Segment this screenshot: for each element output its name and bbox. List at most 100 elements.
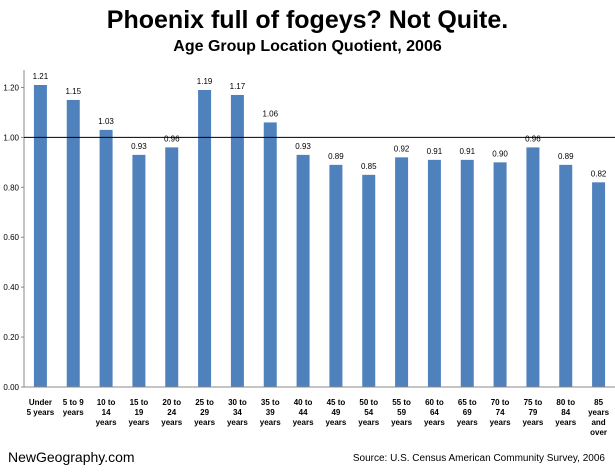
x-category-label-line: 35 to	[261, 398, 280, 407]
x-category-label-line: years	[260, 418, 281, 427]
x-category-label: 20 to 24 years	[161, 398, 182, 427]
x-category-label-line: 5 to 9	[63, 398, 84, 407]
x-category-label-line: years	[293, 418, 314, 427]
x-category-label-line: years	[63, 408, 84, 417]
bar	[296, 154, 310, 387]
bar-value-label: 0.85	[361, 162, 377, 171]
x-category-label-line: 45 to	[327, 398, 346, 407]
brand-label: NewGeography.com	[8, 449, 135, 465]
x-category-label: 65 to 69 years	[457, 398, 478, 427]
bar-value-label: 1.06	[262, 109, 278, 118]
bar	[263, 122, 277, 387]
x-category-label-line: 69	[463, 408, 472, 417]
x-category-label: 5 to 9 years	[63, 398, 84, 417]
x-category-label: 50 to 54 years	[358, 398, 379, 427]
x-category-label-line: 59	[397, 408, 406, 417]
bar	[559, 164, 573, 387]
x-category-label: 60 to 64 years	[424, 398, 445, 427]
bar	[198, 89, 212, 387]
x-category-label: 75 to 79 years	[522, 398, 543, 427]
bar-value-label: 0.91	[427, 147, 443, 156]
x-category-label-line: 64	[430, 408, 439, 417]
x-category-label-line: 49	[331, 408, 340, 417]
bar-value-label: 1.17	[230, 82, 246, 91]
x-category-label-line: 30 to	[228, 398, 247, 407]
x-category-label-line: years	[424, 418, 445, 427]
x-category-label-line: 50 to	[359, 398, 378, 407]
x-category-label: 25 to 29 years	[194, 398, 215, 427]
bar	[132, 154, 146, 387]
x-category-label-line: 60 to	[425, 398, 444, 407]
bar	[395, 157, 409, 387]
x-category-label: Under 5 years	[27, 398, 55, 417]
x-category-label-line: years	[128, 418, 149, 427]
x-category-label-line: 44	[299, 408, 308, 417]
y-tick-label: 0.00	[3, 383, 19, 392]
x-category-label-line: 29	[200, 408, 209, 417]
bar-value-label: 0.96	[525, 134, 541, 143]
y-tick-label: 0.40	[3, 283, 19, 292]
bar	[165, 147, 179, 387]
x-category-label-line: 19	[134, 408, 143, 417]
x-category-label-line: 55 to	[392, 398, 411, 407]
y-tick-label: 0.60	[3, 233, 19, 242]
x-category-label-line: Under	[29, 398, 52, 407]
x-category-label-line: 15 to	[130, 398, 149, 407]
bar-value-label: 0.96	[164, 134, 180, 143]
y-tick-label: 1.20	[3, 83, 19, 92]
x-category-label: 45 to 49 years	[325, 398, 346, 427]
x-category-label-line: 34	[233, 408, 242, 417]
bar	[460, 159, 474, 387]
x-category-label: 40 to 44 years	[293, 398, 314, 427]
x-category-label-line: and	[591, 418, 605, 427]
x-category-label-line: years	[457, 418, 478, 427]
x-category-label: 15 to 19 years	[128, 398, 149, 427]
bar-value-label: 0.91	[459, 147, 475, 156]
bar-value-label: 1.15	[65, 87, 81, 96]
bar	[362, 174, 376, 387]
bar-value-label: 0.90	[492, 149, 508, 158]
x-category-label: 80 to 84 years	[555, 398, 576, 427]
bar	[427, 159, 441, 387]
bar	[493, 162, 507, 387]
bar-value-label: 0.89	[558, 152, 574, 161]
x-category-label-line: 84	[561, 408, 570, 417]
bar	[592, 182, 606, 387]
x-category-label-line: 85	[594, 398, 603, 407]
chart-subtitle: Age Group Location Quotient, 2006	[173, 38, 442, 55]
x-category-label-line: years	[358, 418, 379, 427]
y-tick-label: 0.80	[3, 183, 19, 192]
x-category-label: 55 to 59 years	[391, 398, 412, 427]
bar-value-label: 0.93	[295, 142, 311, 151]
y-tick-label: 1.00	[3, 133, 19, 142]
x-category-label-line: over	[590, 428, 607, 437]
x-category-label-line: years	[325, 418, 346, 427]
source-note: Source: U.S. Census American Community S…	[352, 453, 605, 464]
bar-value-label: 1.21	[33, 72, 49, 81]
x-category-label: 30 to 34 years	[227, 398, 248, 427]
x-category-label-line: 14	[102, 408, 111, 417]
x-category-label-line: 39	[266, 408, 275, 417]
x-category-label: 10 to 14 years	[96, 398, 117, 427]
bar-value-label: 1.03	[98, 117, 114, 126]
x-category-label-line: 20 to	[162, 398, 181, 407]
x-category-label-line: 10 to	[97, 398, 116, 407]
x-category-label-line: years	[227, 418, 248, 427]
x-category-label-line: years	[490, 418, 511, 427]
x-category-label-line: years	[588, 408, 609, 417]
x-category-label-line: 25 to	[195, 398, 214, 407]
x-category-label-line: 79	[528, 408, 537, 417]
bar	[526, 147, 540, 387]
bar-value-label: 0.92	[394, 144, 410, 153]
x-category-label-line: 75 to	[524, 398, 543, 407]
x-category-label-line: years	[96, 418, 117, 427]
x-category-label-line: years	[194, 418, 215, 427]
bar-value-label: 0.82	[591, 169, 607, 178]
x-category-label-line: years	[391, 418, 412, 427]
bar	[99, 129, 113, 388]
x-category-label-line: years	[522, 418, 543, 427]
x-category-label-line: 54	[364, 408, 373, 417]
x-category-label-line: 80 to	[556, 398, 575, 407]
bar-value-label: 1.19	[197, 77, 213, 86]
